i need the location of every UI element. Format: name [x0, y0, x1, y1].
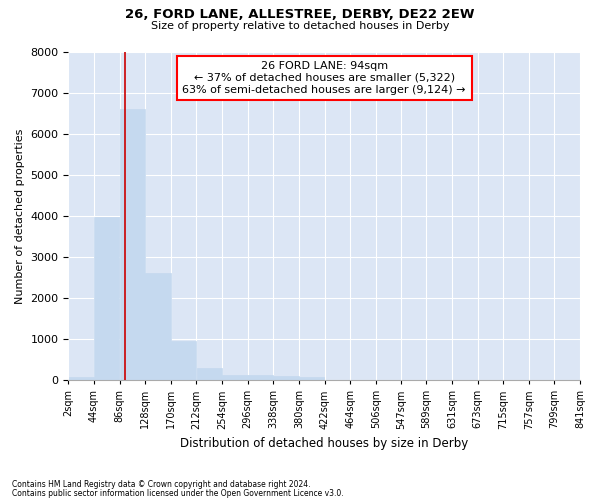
Bar — [94, 216, 119, 380]
Bar — [68, 377, 94, 380]
Bar — [248, 375, 273, 380]
Y-axis label: Number of detached properties: Number of detached properties — [15, 128, 25, 304]
Text: Contains HM Land Registry data © Crown copyright and database right 2024.: Contains HM Land Registry data © Crown c… — [12, 480, 311, 489]
Bar — [197, 368, 222, 380]
Text: Size of property relative to detached houses in Derby: Size of property relative to detached ho… — [151, 21, 449, 31]
Bar — [222, 375, 248, 380]
Bar — [145, 272, 170, 380]
Bar — [171, 341, 196, 380]
Bar — [274, 376, 299, 380]
X-axis label: Distribution of detached houses by size in Derby: Distribution of detached houses by size … — [180, 437, 469, 450]
Bar — [120, 109, 145, 380]
Text: 26, FORD LANE, ALLESTREE, DERBY, DE22 2EW: 26, FORD LANE, ALLESTREE, DERBY, DE22 2E… — [125, 8, 475, 20]
Bar — [299, 378, 325, 380]
Text: 26 FORD LANE: 94sqm
← 37% of detached houses are smaller (5,322)
63% of semi-det: 26 FORD LANE: 94sqm ← 37% of detached ho… — [182, 62, 466, 94]
Text: Contains public sector information licensed under the Open Government Licence v3: Contains public sector information licen… — [12, 488, 344, 498]
